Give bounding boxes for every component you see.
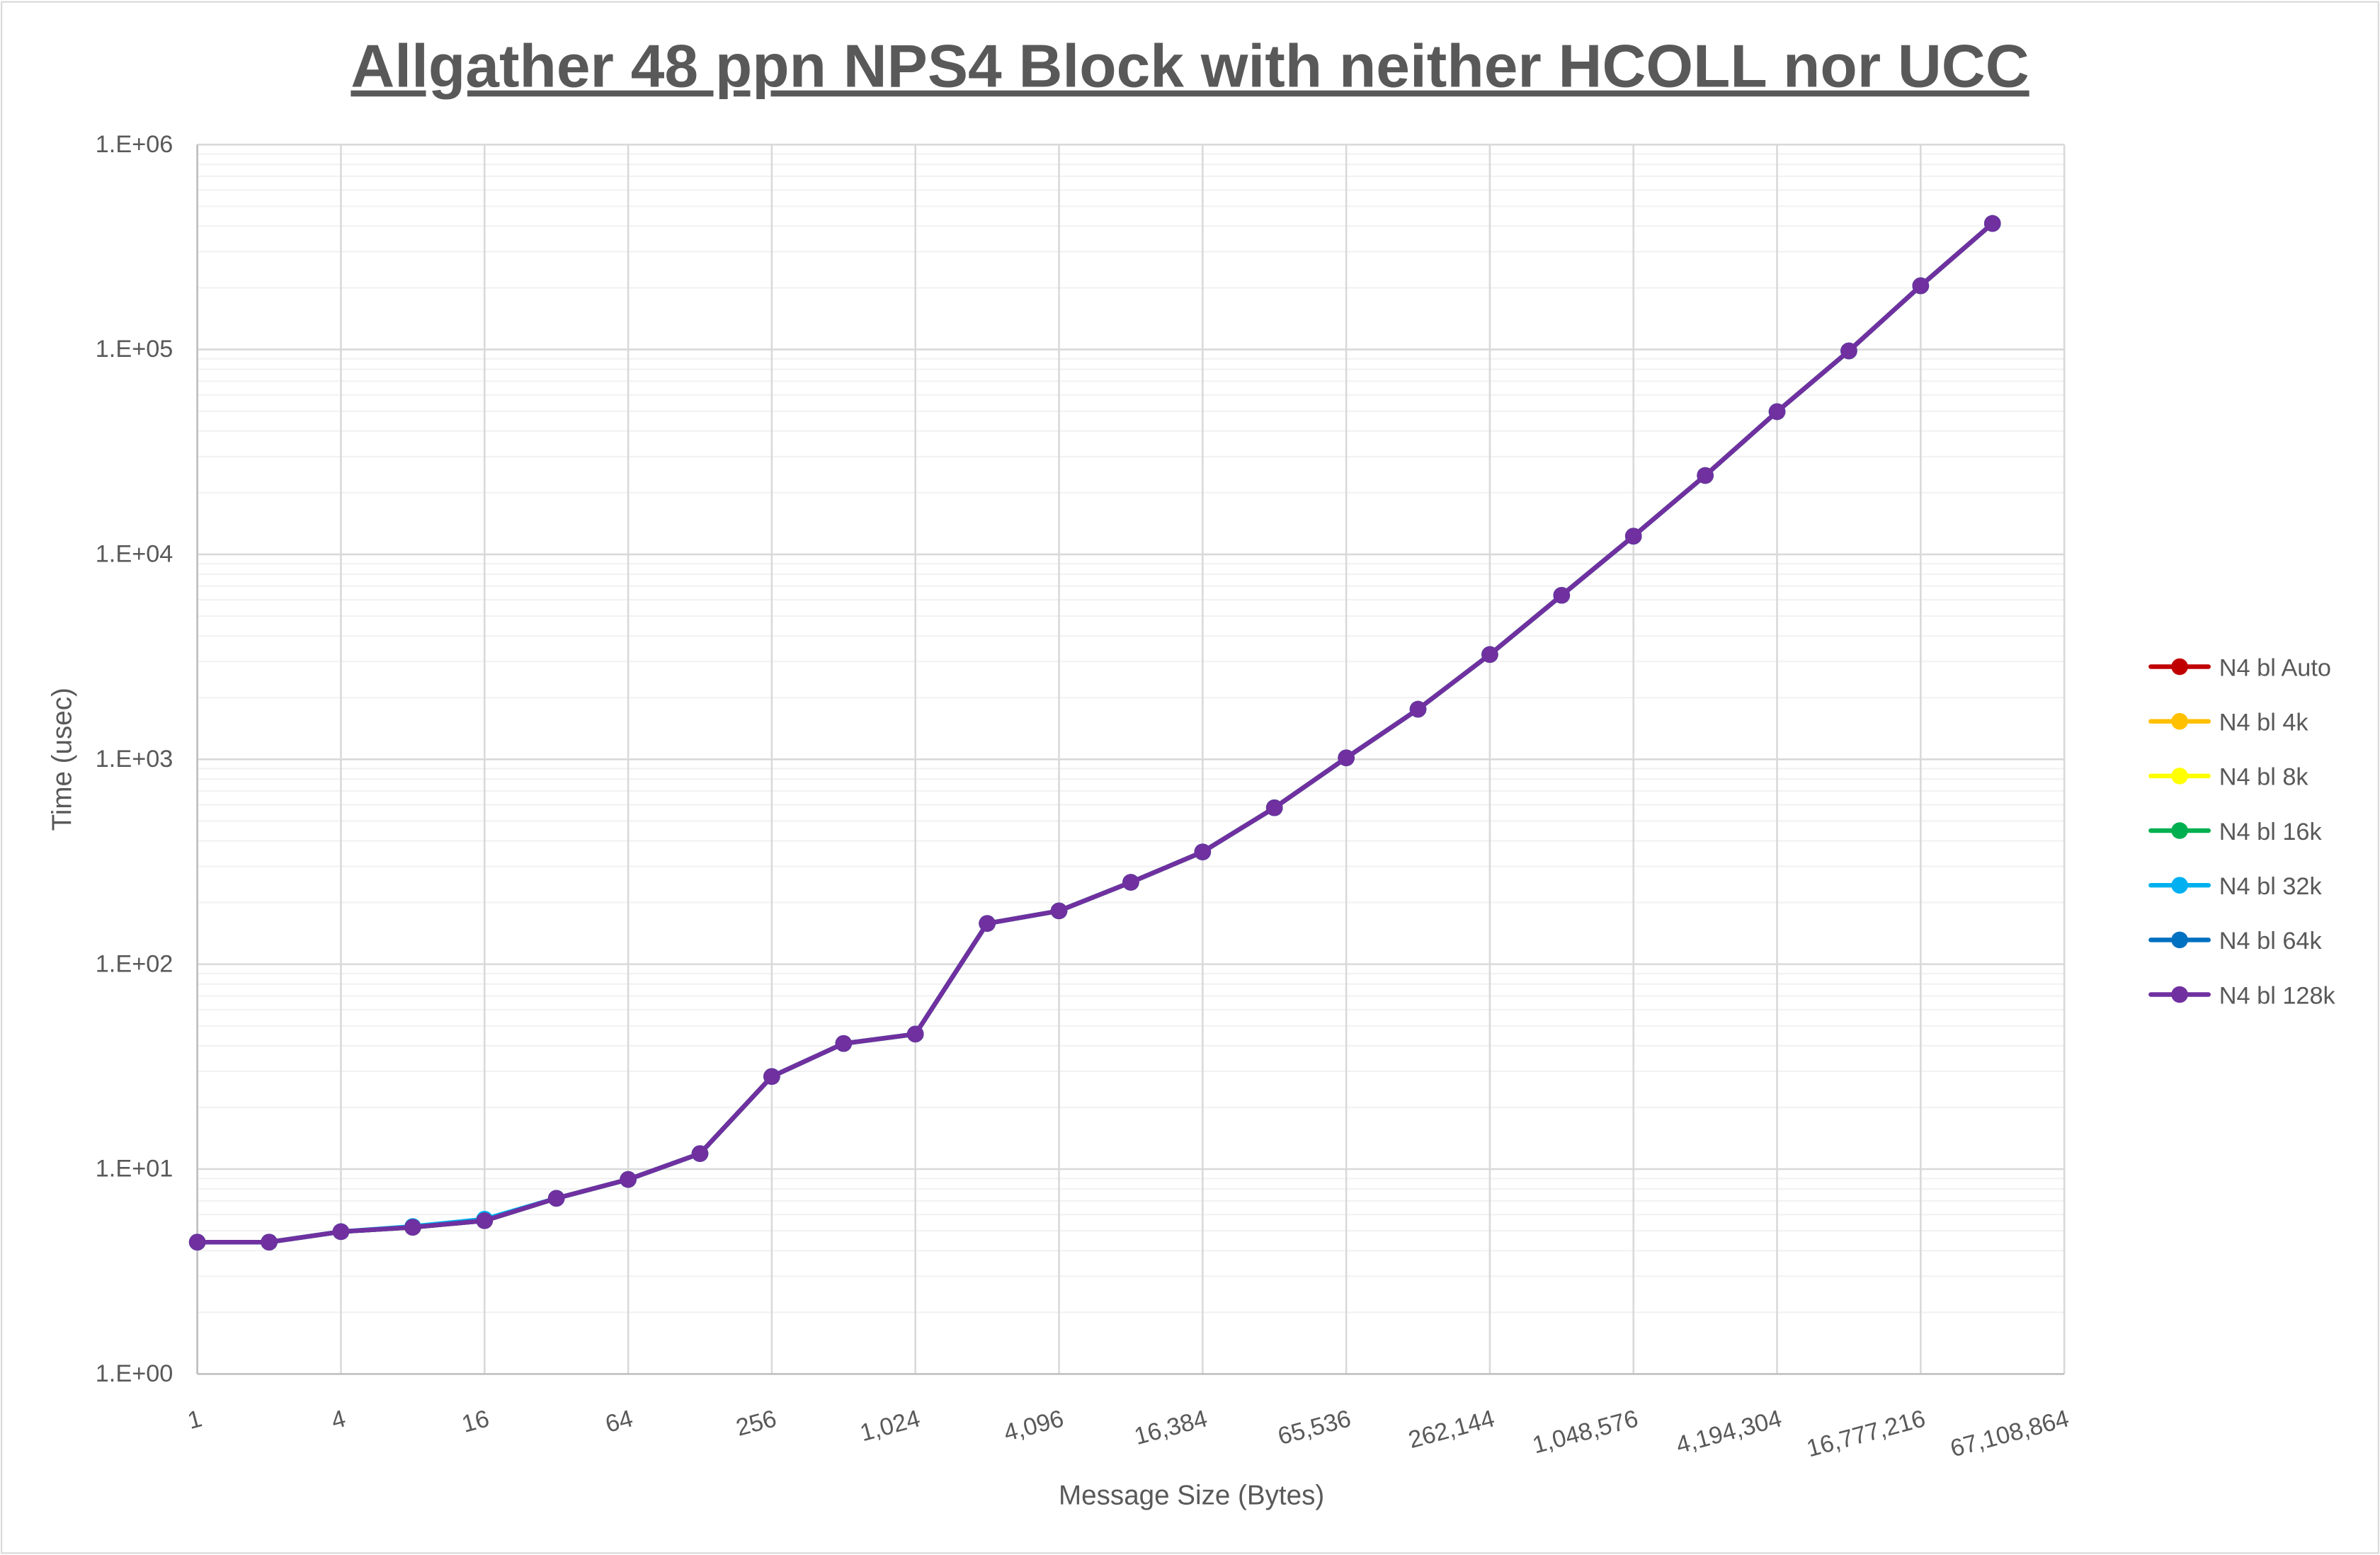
legend: N4 bl Auto N4 bl 4k N4 bl 8k N4 bl 16k N4 bl… (2148, 654, 2336, 1009)
legend-item: N4 bl 8k (2148, 764, 2309, 791)
legend-item: N4 bl 32k (2148, 873, 2323, 900)
y-tick-label: 1.E+06 (96, 131, 173, 158)
data-point (979, 915, 996, 932)
y-axis-label: Time (usec) (47, 688, 78, 831)
data-point (1194, 843, 1212, 860)
legend-item: N4 bl 4k (2148, 710, 2309, 736)
data-point (1265, 799, 1283, 816)
legend-item: N4 bl 64k (2148, 928, 2323, 955)
legend-marker (2171, 931, 2188, 949)
y-tick-label: 1.E+00 (96, 1360, 173, 1387)
data-point (1553, 586, 1571, 604)
data-point (1122, 874, 1139, 891)
y-tick-label: 1.E+03 (96, 746, 173, 773)
legend-marker (2171, 658, 2188, 676)
y-tick-label: 1.E+05 (96, 336, 173, 363)
legend-label: N4 bl 8k (2219, 764, 2309, 791)
data-point (1481, 646, 1498, 663)
data-point (620, 1170, 637, 1188)
legend-item: N4 bl 16k (2148, 819, 2323, 845)
y-tick-label: 1.E+02 (96, 950, 173, 977)
legend-marker (2171, 712, 2188, 730)
data-point (906, 1025, 924, 1043)
y-tick-label: 1.E+01 (96, 1156, 173, 1183)
data-point (404, 1219, 421, 1236)
legend-marker (2171, 877, 2188, 894)
x-tick-label: 64 (603, 1405, 636, 1438)
data-point (691, 1145, 709, 1162)
x-tick-label: 16 (459, 1405, 492, 1438)
data-point (188, 1234, 206, 1251)
series-n4-bl-128k (188, 215, 2001, 1251)
data-point (547, 1190, 565, 1207)
x-axis-label: Message Size (Bytes) (1059, 1481, 1324, 1511)
chart-title: Allgather 48 ppn NPS4 Block with neither… (351, 33, 2029, 101)
data-point (261, 1234, 278, 1251)
legend-label: N4 bl 16k (2219, 819, 2323, 845)
legend-label: N4 bl 4k (2219, 710, 2309, 736)
legend-label: N4 bl 32k (2219, 873, 2323, 900)
legend-marker (2171, 768, 2188, 785)
series-group (188, 215, 2001, 1251)
data-point (1338, 749, 1355, 767)
data-point (1624, 528, 1642, 545)
legend-label: N4 bl 128k (2219, 982, 2336, 1009)
legend-label: N4 bl 64k (2219, 928, 2323, 955)
data-point (1050, 902, 1068, 920)
y-tick-label: 1.E+04 (96, 541, 173, 568)
data-point (1983, 215, 2001, 232)
legend-item: N4 bl Auto (2148, 654, 2331, 681)
legend-item: N4 bl 128k (2148, 982, 2336, 1009)
legend-marker (2171, 986, 2188, 1003)
data-point (1409, 700, 1427, 718)
legend-label: N4 bl Auto (2219, 654, 2331, 681)
data-point (835, 1035, 853, 1052)
data-point (1697, 467, 1714, 484)
data-point (763, 1068, 780, 1086)
gridlines (196, 143, 2066, 1375)
data-point (1768, 403, 1786, 421)
data-point (332, 1223, 350, 1241)
legend-marker (2171, 822, 2188, 839)
data-point (1840, 342, 1857, 360)
data-point (476, 1212, 494, 1229)
series-line (197, 222, 1994, 1245)
data-point (1912, 277, 1930, 295)
